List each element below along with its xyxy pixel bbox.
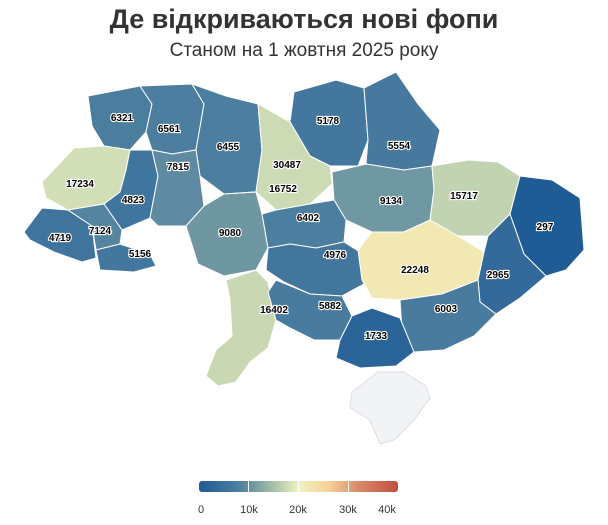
region-kherson-value-label: 1733 — [365, 331, 388, 342]
regions-layer — [23, 71, 585, 445]
region-ternopil-value-label: 4823 — [122, 195, 145, 206]
region-kyiv-city-value-label: 30487 — [273, 160, 301, 171]
legend-divider — [298, 481, 299, 492]
region-donetsk-value-label: 2965 — [487, 270, 510, 281]
legend-divider — [348, 481, 349, 492]
region-volyn-value-label: 6321 — [111, 113, 134, 124]
region-zakarpattia-value-label: 4719 — [49, 233, 72, 244]
legend-label-20k: 20k — [289, 504, 307, 516]
map-title: Де відкриваються нові фопи — [109, 4, 499, 34]
region-kyiv-oblast — [255, 103, 333, 211]
region-dnipropetrovsk-value-label: 22248 — [401, 265, 429, 276]
region-rivne — [139, 83, 205, 155]
region-chernihiv-value-label: 5178 — [317, 116, 340, 127]
region-mykolaiv-value-label: 5882 — [319, 301, 342, 312]
region-mykolaiv — [267, 279, 353, 341]
region-khmelnytskyi-value-label: 7815 — [167, 162, 190, 173]
legend-divider — [248, 481, 249, 492]
region-luhansk-value-label: 297 — [537, 222, 554, 233]
legend-label-0: 0 — [197, 504, 205, 516]
color-legend: 0 10k 20k 30k 40k — [197, 481, 398, 521]
region-crimea-no-data — [349, 371, 431, 445]
legend-label-40k: 40k — [378, 504, 396, 516]
region-kherson — [335, 307, 415, 369]
region-ivano-frankivsk-value-label: 7124 — [89, 226, 112, 237]
region-odesa-value-label: 16402 — [260, 305, 288, 316]
legend-label-10k: 10k — [240, 504, 258, 516]
map-subtitle: Станом на 1 жовтня 2025 року — [169, 40, 439, 61]
region-chernivtsi — [95, 243, 157, 273]
region-odesa — [205, 269, 277, 387]
labels-layer: 6321 6561 6455 30487 5178 5554 17234 4823 7815 16… — [48, 112, 555, 343]
legend-label-30k: 30k — [339, 504, 357, 516]
region-rivne-value-label: 6561 — [158, 124, 181, 135]
region-vinnytsia-value-label: 9080 — [219, 228, 242, 239]
ukraine-choropleth-map: 6321 6561 6455 30487 5178 5554 17234 4823 7815 16… — [23, 71, 585, 445]
region-kirovohrad-value-label: 4976 — [324, 250, 347, 261]
region-kyiv-oblast-value-label: 16752 — [269, 184, 297, 195]
region-sumy — [363, 71, 441, 171]
region-vinnytsia — [185, 191, 269, 277]
region-poltava-value-label: 9134 — [380, 196, 403, 207]
region-lviv-value-label: 17234 — [66, 179, 94, 190]
region-chernivtsi-value-label: 5156 — [129, 249, 152, 260]
region-cherkasy-value-label: 6402 — [297, 213, 320, 224]
region-kharkiv-value-label: 15717 — [450, 191, 478, 202]
region-sumy-value-label: 5554 — [388, 141, 411, 152]
region-zhytomyr-value-label: 6455 — [217, 142, 240, 153]
region-zaporizhzhia-value-label: 6003 — [435, 304, 458, 315]
region-zhytomyr — [190, 83, 263, 195]
